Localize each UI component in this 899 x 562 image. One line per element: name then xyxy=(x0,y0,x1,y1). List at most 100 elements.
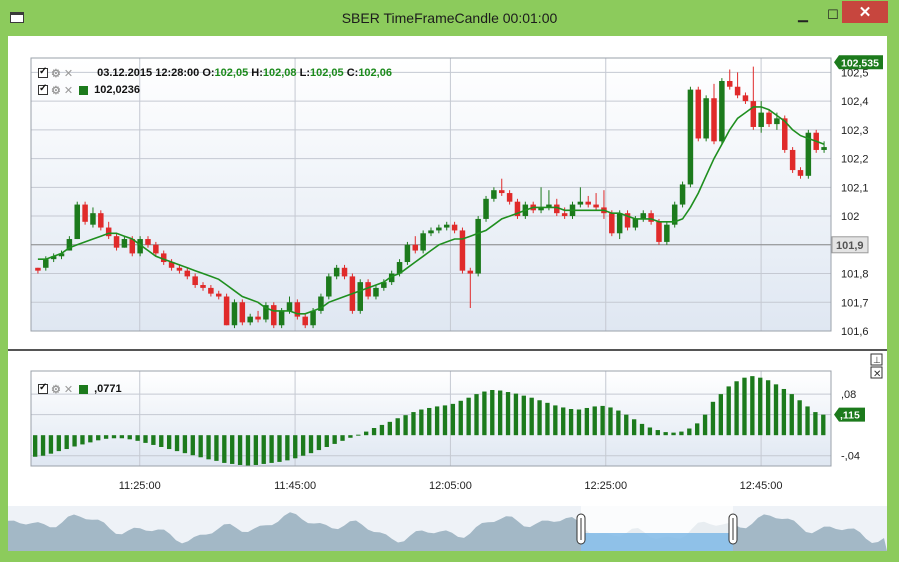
histogram-bar xyxy=(789,394,794,436)
time-tick-label: 11:25:00 xyxy=(119,480,161,492)
histogram-bar xyxy=(340,435,345,441)
candle-body xyxy=(129,239,136,254)
histogram-bar xyxy=(490,390,495,436)
legend-date: 03.12.2015 12:28:00 xyxy=(97,67,200,79)
histogram-bar xyxy=(718,394,723,436)
candle-body xyxy=(514,201,521,217)
candle-body xyxy=(90,213,96,225)
candle-body xyxy=(98,213,104,228)
candle-body xyxy=(789,149,796,171)
price-tick-label: 101,7 xyxy=(841,297,869,309)
remove-icon[interactable]: ✕ xyxy=(63,84,74,97)
histogram-bar xyxy=(332,435,337,444)
histogram-bar xyxy=(726,386,731,436)
histogram-bar xyxy=(576,409,582,436)
osc-tick-label: -,04 xyxy=(841,451,860,463)
price-tick-label: 102,4 xyxy=(841,96,869,108)
minimize-button[interactable]: ▁ xyxy=(788,0,818,30)
osc-legend: ⚙ ✕ ,0771 xyxy=(38,382,122,396)
histogram-bar xyxy=(348,435,353,438)
candle-body xyxy=(365,282,371,297)
candle-body xyxy=(726,80,733,87)
osc-visibility-checkbox[interactable] xyxy=(38,382,48,394)
candle-body xyxy=(50,256,57,260)
histogram-bar xyxy=(222,435,227,463)
candle-body xyxy=(774,118,780,125)
chart-canvas[interactable]: 101,6 101,7 101,8 101,9 102 102,1 102,2 102,3 10… xyxy=(8,36,887,551)
maximize-button[interactable]: ☐ xyxy=(818,0,848,30)
histogram-bar xyxy=(308,435,314,454)
candle-body xyxy=(483,198,489,219)
time-tick-label: 12:25:00 xyxy=(584,480,627,492)
remove-icon[interactable]: ✕ xyxy=(63,383,74,396)
candle-body xyxy=(168,262,175,268)
gear-icon[interactable]: ⚙ xyxy=(51,67,61,80)
candle-body xyxy=(326,276,332,297)
last-osc-tag xyxy=(834,407,865,422)
candle-body xyxy=(805,132,812,176)
candle-body xyxy=(656,221,662,242)
maximize-icon: ☐ xyxy=(827,7,839,22)
last-price-tag xyxy=(834,55,883,70)
histogram-bar xyxy=(103,435,109,439)
candle-body xyxy=(428,230,434,234)
close-pane-button[interactable] xyxy=(870,366,883,379)
close-button[interactable]: ✕ xyxy=(842,1,888,23)
legend-high: 102,08 xyxy=(262,67,297,79)
candle-body xyxy=(286,302,293,311)
ma-legend-value: 102,0236 xyxy=(94,84,140,96)
histogram-bar xyxy=(631,419,637,436)
histogram-bar xyxy=(285,435,290,461)
last-osc-label: ,115 xyxy=(840,410,860,422)
candle-body xyxy=(255,316,261,320)
histogram-bar xyxy=(513,393,519,436)
candle-body xyxy=(160,253,167,263)
candle-body xyxy=(43,259,49,268)
candle-body xyxy=(247,316,253,323)
ma-visibility-checkbox[interactable] xyxy=(38,83,48,95)
navigator[interactable] xyxy=(8,506,887,551)
histogram-bar xyxy=(750,376,755,436)
histogram-bar xyxy=(482,391,487,436)
osc-tick-label: ,08 xyxy=(841,389,856,401)
price-pane-background xyxy=(31,58,831,331)
candle-visibility-checkbox[interactable] xyxy=(38,66,48,78)
histogram-bar xyxy=(64,435,69,450)
histogram-bar xyxy=(364,431,369,436)
candle-body xyxy=(664,224,670,242)
candle-body xyxy=(561,213,568,217)
price-tick-label: 102,2 xyxy=(841,154,869,166)
osc-legend-value: ,0771 xyxy=(94,383,122,395)
candle-body xyxy=(734,86,741,96)
histogram-bar xyxy=(379,424,385,436)
candle-body xyxy=(624,213,631,228)
candle-body xyxy=(436,227,442,231)
candle-body xyxy=(239,302,246,323)
candle-body xyxy=(396,262,403,274)
price-tick-label: 101,6 xyxy=(841,326,869,338)
histogram-bar xyxy=(33,435,38,457)
histogram-bar xyxy=(411,412,416,436)
time-tick-label: 11:45:00 xyxy=(274,480,316,492)
candle-body xyxy=(616,213,623,234)
candle-body xyxy=(821,147,827,150)
gear-icon[interactable]: ⚙ xyxy=(51,383,61,396)
histogram-bar xyxy=(671,432,676,436)
histogram-bar xyxy=(419,409,424,436)
remove-icon[interactable]: ✕ xyxy=(63,67,74,80)
gear-icon[interactable]: ⚙ xyxy=(51,84,61,97)
legend-close: 102,06 xyxy=(358,67,392,79)
candle-body xyxy=(695,89,702,139)
candle-body xyxy=(404,244,411,263)
pin-pane-button[interactable] xyxy=(870,353,883,366)
histogram-bar xyxy=(316,435,322,451)
histogram-bar xyxy=(592,406,597,436)
candle-body xyxy=(538,207,544,211)
title-bar[interactable]: SBER TimeFrameCandle 00:01:00 ▁ ☐ ✕ xyxy=(0,0,899,36)
candle-body xyxy=(640,213,647,219)
candle-body xyxy=(711,98,717,142)
candle-body xyxy=(671,204,678,225)
histogram-bar xyxy=(174,435,180,452)
candle-body xyxy=(451,224,458,231)
